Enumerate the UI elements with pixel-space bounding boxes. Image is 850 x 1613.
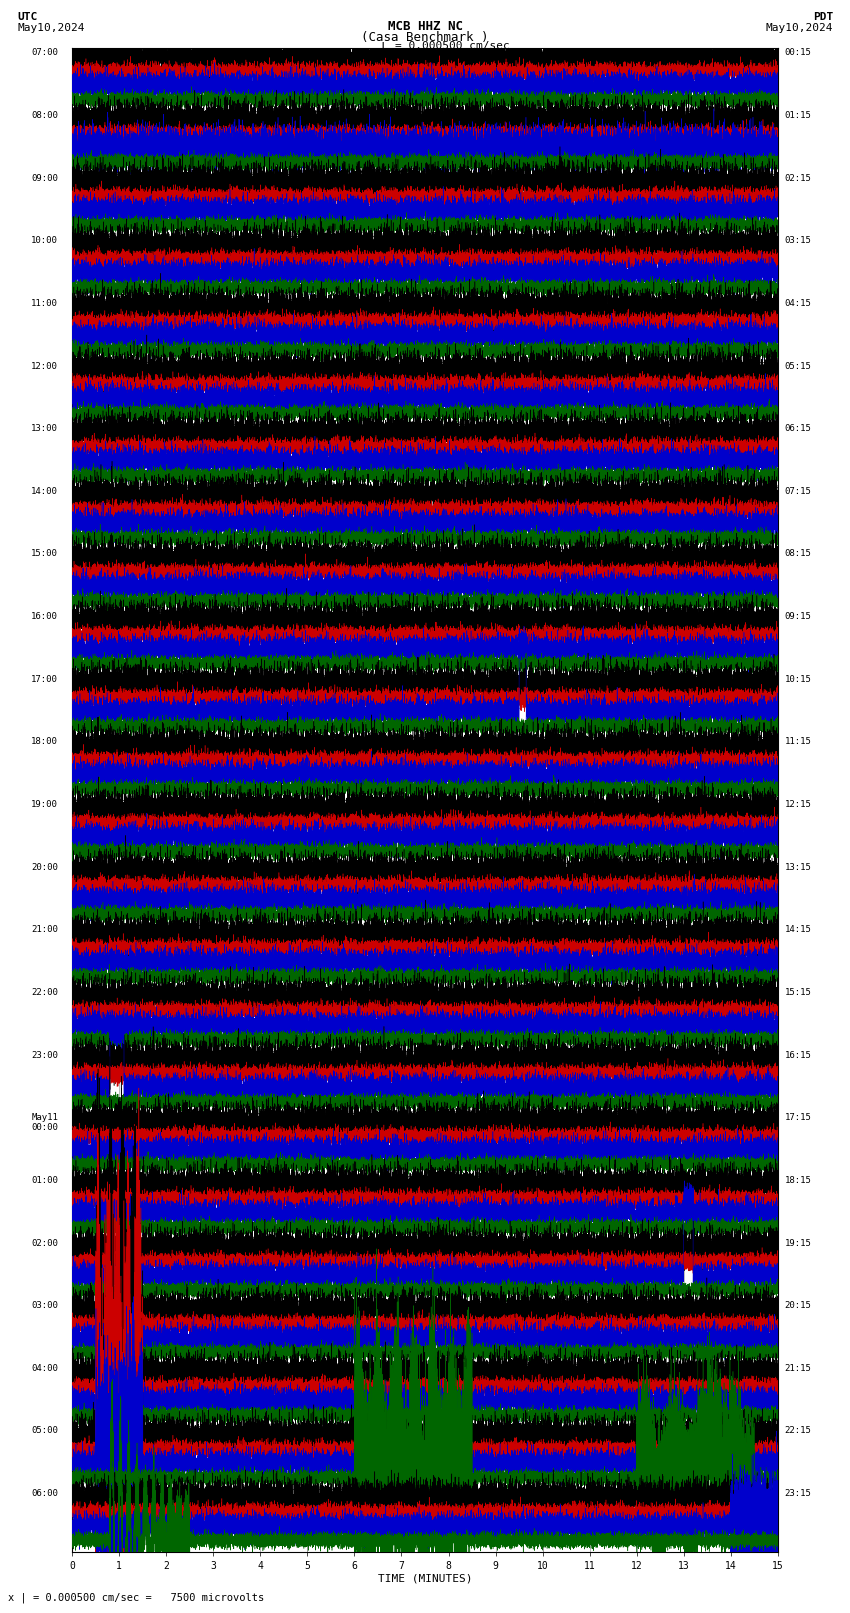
Text: 01:15: 01:15 (785, 111, 812, 119)
Text: May10,2024: May10,2024 (17, 24, 84, 34)
Text: 04:00: 04:00 (31, 1365, 58, 1373)
Text: May10,2024: May10,2024 (766, 24, 833, 34)
Text: 18:00: 18:00 (31, 737, 58, 747)
Text: x | = 0.000500 cm/sec =   7500 microvolts: x | = 0.000500 cm/sec = 7500 microvolts (8, 1592, 264, 1603)
Text: 14:00: 14:00 (31, 487, 58, 495)
Text: 07:00: 07:00 (31, 48, 58, 58)
Text: 09:15: 09:15 (785, 613, 812, 621)
Text: 11:15: 11:15 (785, 737, 812, 747)
Text: UTC: UTC (17, 11, 37, 23)
Text: 22:00: 22:00 (31, 987, 58, 997)
Text: 18:15: 18:15 (785, 1176, 812, 1186)
X-axis label: TIME (MINUTES): TIME (MINUTES) (377, 1574, 473, 1584)
Text: 17:15: 17:15 (785, 1113, 812, 1123)
Text: 17:00: 17:00 (31, 674, 58, 684)
Text: 12:15: 12:15 (785, 800, 812, 810)
Text: 11:00: 11:00 (31, 298, 58, 308)
Text: 16:15: 16:15 (785, 1050, 812, 1060)
Text: 05:00: 05:00 (31, 1426, 58, 1436)
Text: 23:15: 23:15 (785, 1489, 812, 1498)
Text: 00:15: 00:15 (785, 48, 812, 58)
Text: 14:15: 14:15 (785, 926, 812, 934)
Text: 16:00: 16:00 (31, 613, 58, 621)
Text: 03:00: 03:00 (31, 1302, 58, 1310)
Text: 02:15: 02:15 (785, 174, 812, 182)
Text: 02:00: 02:00 (31, 1239, 58, 1247)
Text: 09:00: 09:00 (31, 174, 58, 182)
Text: 13:00: 13:00 (31, 424, 58, 434)
Text: |: | (378, 42, 387, 56)
Text: 08:00: 08:00 (31, 111, 58, 119)
Text: (Casa Benchmark ): (Casa Benchmark ) (361, 31, 489, 44)
Text: = 0.000500 cm/sec: = 0.000500 cm/sec (395, 40, 510, 52)
Text: 19:00: 19:00 (31, 800, 58, 810)
Text: 04:15: 04:15 (785, 298, 812, 308)
Text: 10:00: 10:00 (31, 237, 58, 245)
Text: 21:15: 21:15 (785, 1365, 812, 1373)
Text: 23:00: 23:00 (31, 1050, 58, 1060)
Text: 05:15: 05:15 (785, 361, 812, 371)
Text: May11
00:00: May11 00:00 (31, 1113, 58, 1132)
Text: 07:15: 07:15 (785, 487, 812, 495)
Text: 20:00: 20:00 (31, 863, 58, 871)
Text: 08:15: 08:15 (785, 550, 812, 558)
Text: 06:00: 06:00 (31, 1489, 58, 1498)
Text: 15:00: 15:00 (31, 550, 58, 558)
Text: 10:15: 10:15 (785, 674, 812, 684)
Text: 06:15: 06:15 (785, 424, 812, 434)
Text: PDT: PDT (813, 11, 833, 23)
Text: 19:15: 19:15 (785, 1239, 812, 1247)
Text: 21:00: 21:00 (31, 926, 58, 934)
Text: 20:15: 20:15 (785, 1302, 812, 1310)
Text: 13:15: 13:15 (785, 863, 812, 871)
Text: 03:15: 03:15 (785, 237, 812, 245)
Text: MCB HHZ NC: MCB HHZ NC (388, 19, 462, 34)
Text: 12:00: 12:00 (31, 361, 58, 371)
Text: 01:00: 01:00 (31, 1176, 58, 1186)
Text: 22:15: 22:15 (785, 1426, 812, 1436)
Text: 15:15: 15:15 (785, 987, 812, 997)
